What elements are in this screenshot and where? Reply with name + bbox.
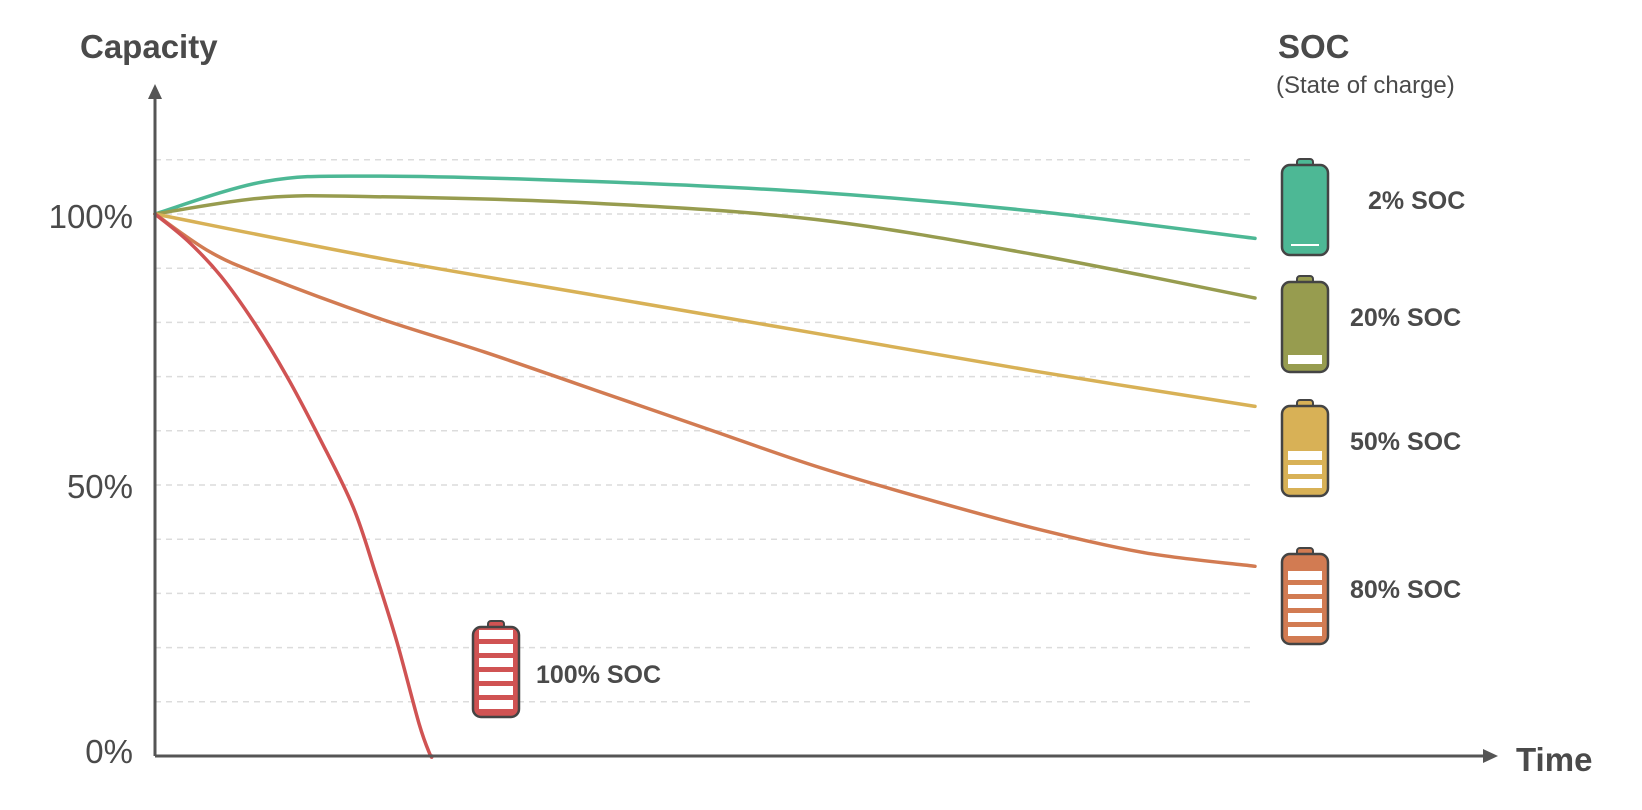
legend-subtitle: (State of charge): [1276, 72, 1455, 99]
battery-20-soc-icon: [1280, 275, 1330, 374]
series-labels: 2% SOC 20% SOC 50% SOC 80% SOC 100% SOC: [536, 187, 1465, 689]
series-label-50-soc: 50% SOC: [1350, 428, 1461, 456]
battery-50-soc-icon: [1280, 399, 1330, 498]
y-axis-title: Capacity: [80, 28, 218, 65]
y-axis-arrow-icon: [148, 84, 162, 99]
battery-100-soc-icon: [471, 620, 521, 719]
series-label-80-soc: 80% SOC: [1350, 576, 1461, 604]
series-label-100-soc: 100% SOC: [536, 661, 661, 689]
battery-80-soc-icon: [1280, 547, 1330, 646]
series-line-100-soc: [153, 212, 434, 759]
series-label-2-soc: 2% SOC: [1368, 187, 1465, 215]
series-label-20-soc: 20% SOC: [1350, 304, 1461, 332]
y-tick-50: 50%: [67, 468, 133, 505]
series-line-50-soc: [153, 212, 1257, 409]
series-line-80-soc: [153, 212, 1257, 569]
legend-title: SOC: [1278, 28, 1350, 65]
y-tick-100: 100%: [49, 198, 133, 235]
x-axis-title: Time: [1516, 741, 1592, 778]
gridlines: [155, 159, 1255, 703]
battery-2-soc-icon: [1280, 158, 1330, 257]
x-axis-arrow-icon: [1483, 749, 1498, 763]
series-line-20-soc: [153, 194, 1257, 300]
battery-icons: [471, 158, 1330, 719]
series-line-2-soc: [153, 174, 1257, 241]
y-tick-0: 0%: [85, 733, 133, 770]
series-lines: [153, 174, 1257, 759]
